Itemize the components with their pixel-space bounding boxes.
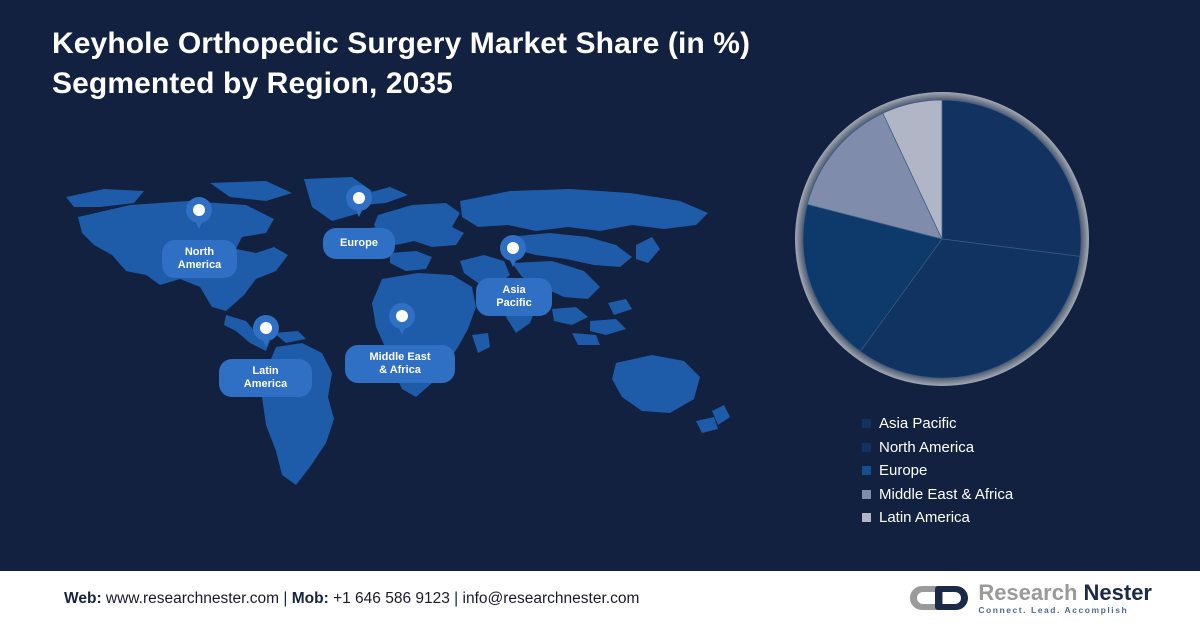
logo-word-nester: Nester [1083, 580, 1152, 605]
pin-tip-icon [353, 204, 365, 217]
map-label-europe: Europe [323, 228, 395, 259]
legend-label: North America [879, 438, 975, 456]
footer-mob-value: +1 646 586 9123 [333, 590, 450, 607]
footer-separator-1: | [283, 590, 288, 607]
pin-dot-icon [396, 310, 408, 322]
map-pin-asia-pacific[interactable] [500, 235, 526, 269]
legend-item-europe[interactable]: Europe [862, 459, 1013, 483]
pie-slice-latin-america[interactable] [882, 100, 943, 240]
pin-tip-icon [396, 322, 408, 335]
chain-link-logo-icon [910, 586, 969, 611]
pin-tip-icon [193, 216, 205, 229]
footer-mob-label: Mob: [291, 590, 329, 607]
pin-dot-icon [260, 322, 272, 334]
legend-item-asia-pacific[interactable]: Asia Pacific [862, 412, 1013, 436]
page-title: Keyhole Orthopedic Surgery Market Share … [52, 24, 882, 104]
logo-title: Research Nester [978, 581, 1152, 604]
pin-dot-icon [193, 204, 205, 216]
logo-word-research: Research [978, 580, 1078, 605]
map-pin-latin-america[interactable] [253, 315, 279, 349]
pin-dot-icon [507, 242, 519, 254]
pie-slice-europe[interactable] [803, 204, 943, 352]
pie-chart [803, 100, 1081, 378]
legend-item-latin-america[interactable]: Latin America [862, 506, 1013, 530]
brand-logo[interactable]: Research Nester Connect. Lead. Accomplis… [910, 581, 1152, 615]
legend-swatch-icon [862, 442, 871, 452]
map-label-latin-america: Latin America [219, 359, 312, 397]
map-pin-europe[interactable] [346, 185, 372, 219]
legend-label: Middle East & Africa [879, 485, 1014, 503]
legend-swatch-icon [862, 466, 871, 476]
legend-swatch-icon [862, 513, 871, 523]
logo-tagline: Connect. Lead. Accomplish [978, 605, 1129, 616]
legend-swatch-icon [862, 419, 871, 429]
pie-slice-middle-east-africa[interactable] [806, 112, 943, 240]
page-title-line-1: Keyhole Orthopedic Surgery Market Share … [52, 27, 751, 60]
footer-contact: Web: www.researchnester.com | Mob: +1 64… [64, 590, 639, 608]
chart-legend: Asia Pacific North America Europe Middle… [862, 412, 1013, 530]
legend-label: Latin America [879, 509, 970, 527]
map-pin-middle-east-africa[interactable] [389, 303, 415, 337]
footer-separator-2: | [454, 590, 459, 607]
legend-label: Europe [879, 462, 928, 480]
footer-web-label: Web: [64, 590, 102, 607]
page-title-line-2: Segmented by Region, 2035 [52, 66, 453, 100]
pin-tip-icon [507, 254, 519, 267]
map-label-middle-east-africa: Middle East & Africa [345, 345, 455, 383]
map-label-asia-pacific: Asia Pacific [476, 278, 552, 316]
legend-label: Asia Pacific [879, 415, 957, 433]
world-map: North America Europe Asia Pacific Latin … [60, 175, 740, 505]
map-label-north-america: North America [162, 240, 237, 278]
pin-dot-icon [353, 192, 365, 204]
map-pin-north-america[interactable] [186, 197, 212, 231]
pie-slice-asia-pacific[interactable] [941, 100, 1081, 257]
legend-item-north-america[interactable]: North America [862, 436, 1013, 460]
pin-tip-icon [260, 334, 272, 347]
logo-wordmark: Research Nester Connect. Lead. Accomplis… [978, 581, 1152, 615]
pie-slice-north-america[interactable] [859, 238, 1081, 378]
footer-bar: Web: www.researchnester.com | Mob: +1 64… [0, 569, 1200, 628]
footer-email[interactable]: info@researchnester.com [462, 590, 640, 607]
legend-swatch-icon [862, 489, 871, 499]
footer-web-value[interactable]: www.researchnester.com [105, 590, 280, 607]
legend-item-middle-east-africa[interactable]: Middle East & Africa [862, 483, 1013, 507]
